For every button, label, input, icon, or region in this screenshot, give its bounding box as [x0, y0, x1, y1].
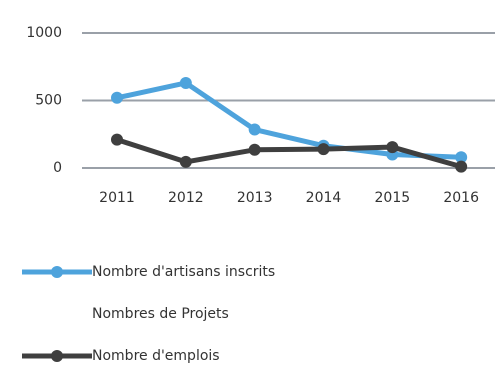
series-marker [455, 151, 468, 164]
series-marker [386, 141, 399, 154]
series-marker [179, 155, 192, 168]
series-line [116, 137, 462, 170]
series-line [116, 80, 462, 160]
x-tick-label: 2013 [237, 190, 273, 206]
legend-marker [51, 350, 63, 362]
legend-label: Nombre d'artisans inscrits [92, 264, 275, 280]
x-tick-label: 2015 [375, 190, 411, 206]
x-tick-label: 2012 [168, 190, 204, 206]
series-marker [248, 143, 261, 156]
series-marker [111, 91, 123, 104]
y-tick-label: 1000 [26, 25, 62, 41]
series-marker [248, 123, 261, 136]
series-marker [179, 76, 192, 89]
series-marker [111, 133, 123, 146]
x-tick-label: 2016 [443, 190, 479, 206]
legend-marker [51, 308, 63, 320]
x-tick-label: 2014 [306, 190, 342, 206]
series-marker [317, 143, 330, 156]
legend-label: Nombres de Projets [92, 306, 229, 322]
legend-label: Nombre d'emplois [92, 348, 220, 364]
legend-marker [51, 266, 63, 278]
y-tick-label: 0 [53, 160, 62, 176]
y-tick-label: 500 [35, 93, 62, 109]
series-marker [455, 160, 468, 173]
x-tick-label: 2011 [99, 190, 135, 206]
